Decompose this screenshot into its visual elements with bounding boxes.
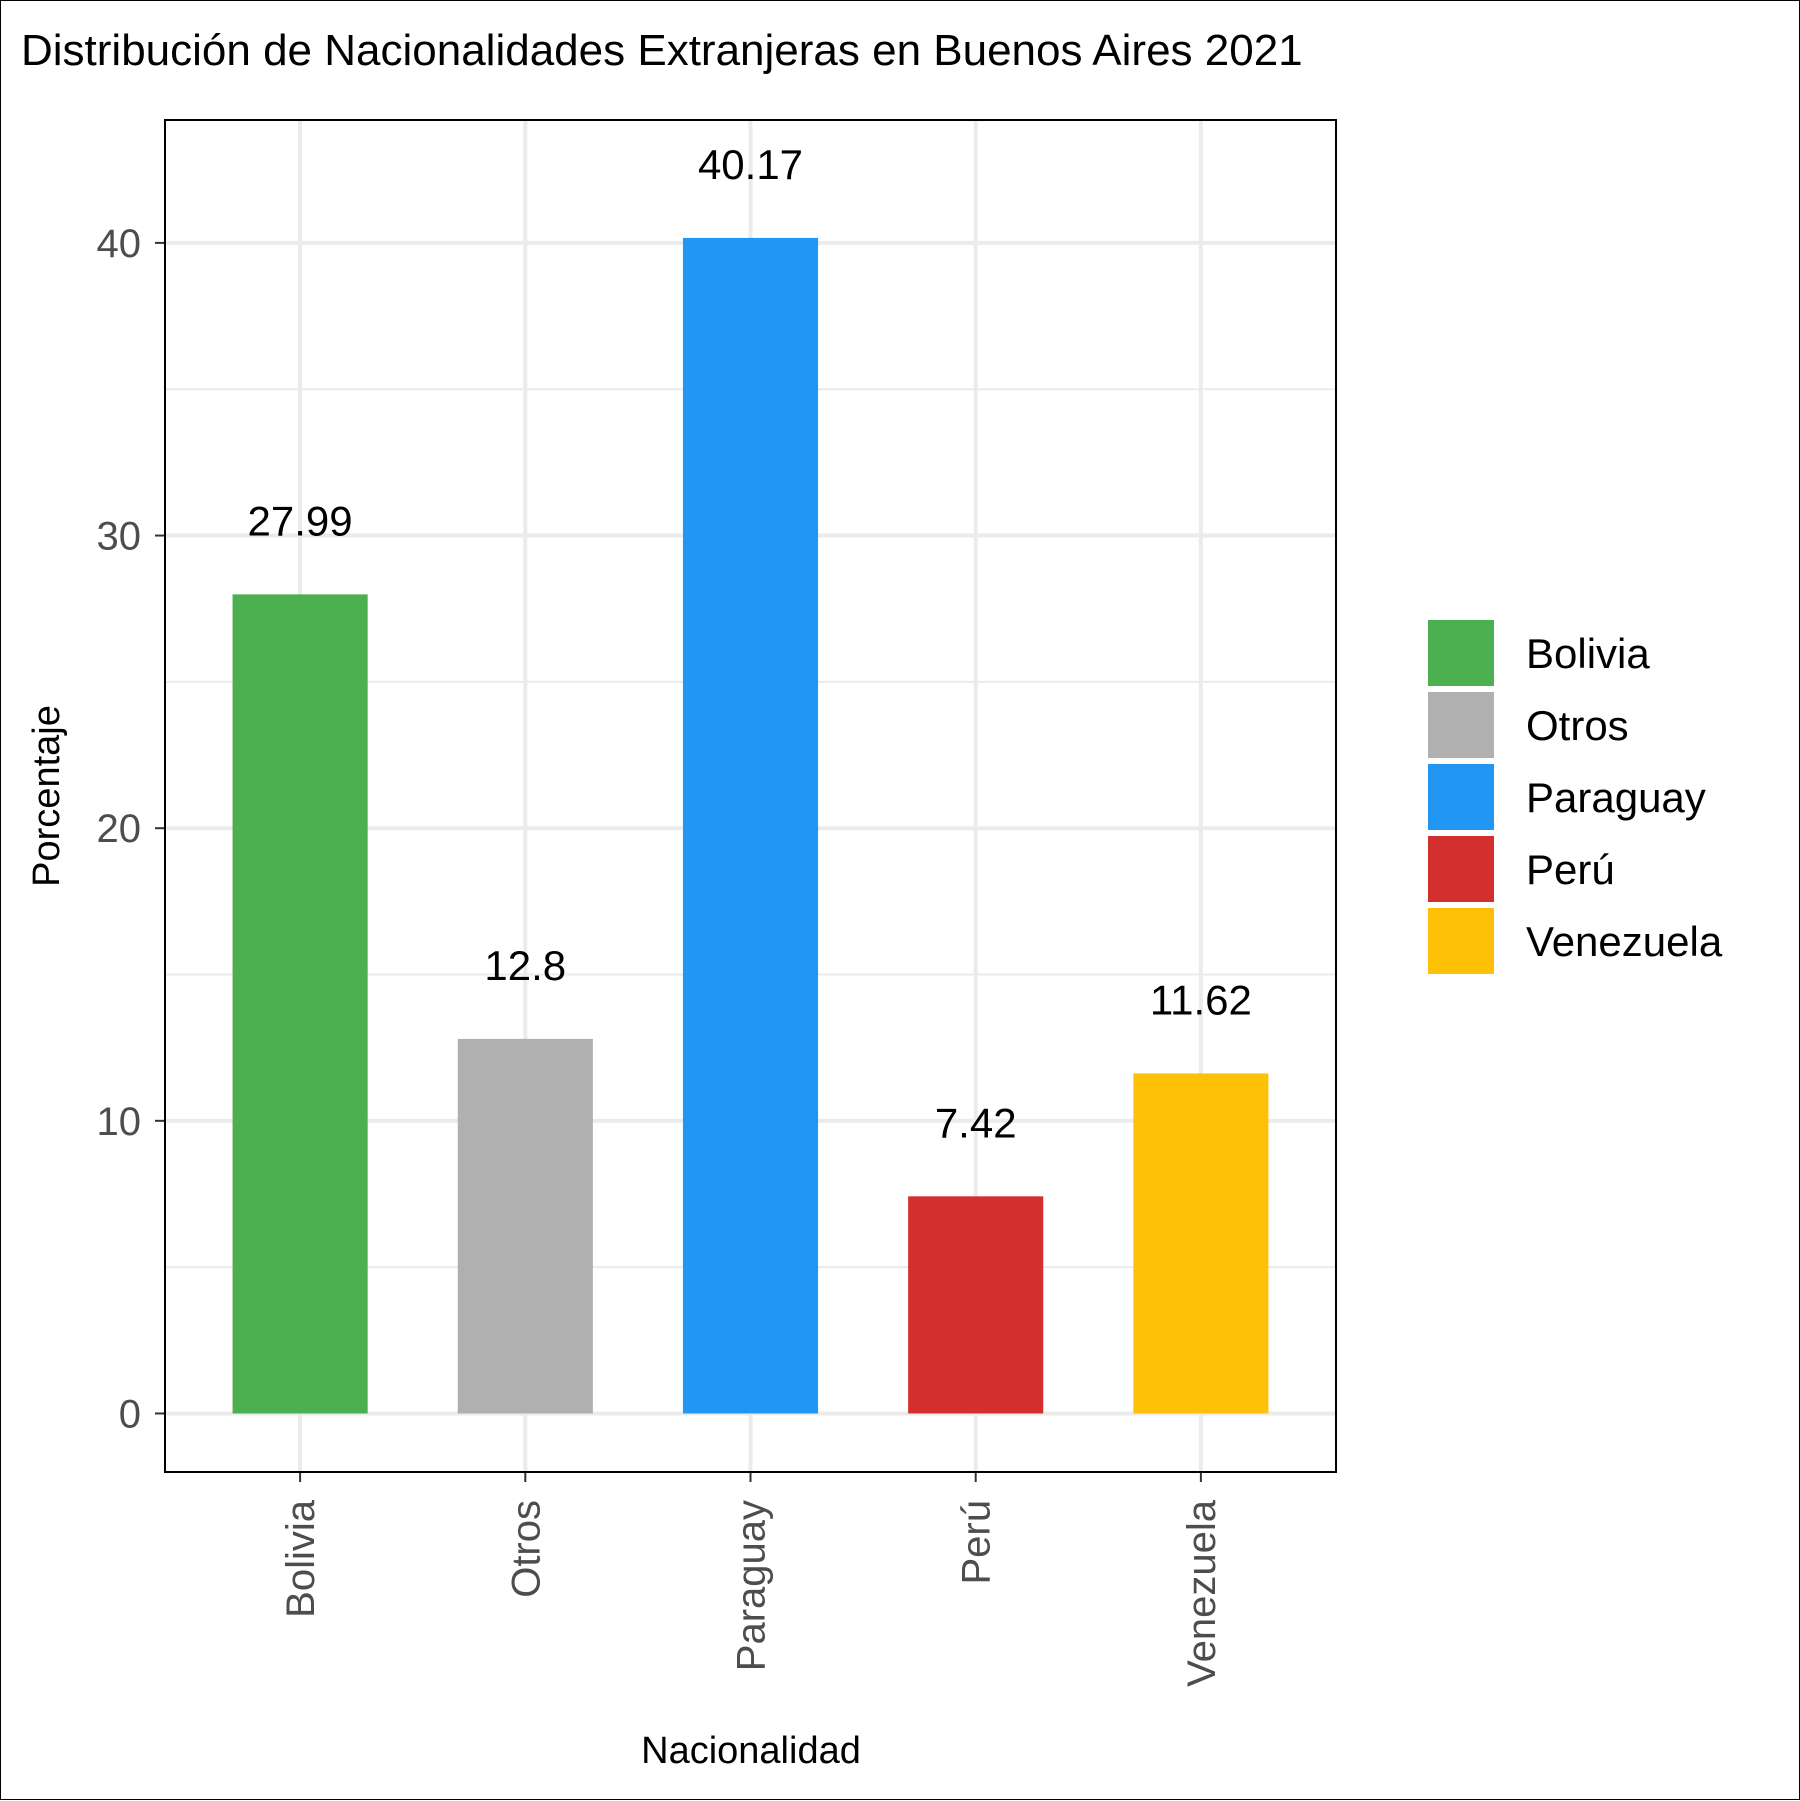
- legend-label: Otros: [1526, 702, 1629, 749]
- legend: Bolivia Otros Paraguay Perú Venezuela: [1428, 620, 1723, 974]
- legend-label: Bolivia: [1526, 630, 1650, 677]
- x-tick-label: Paraguay: [730, 1500, 774, 1671]
- x-axis-title: Nacionalidad: [641, 1730, 861, 1772]
- legend-key: [1428, 836, 1494, 902]
- bars: [232, 237, 1269, 1414]
- y-tick-label: 10: [97, 1100, 142, 1144]
- bar-venezuela: [1133, 1073, 1269, 1414]
- data-label-bolivia: 27.99: [248, 497, 353, 544]
- plot-panel-border: [164, 119, 1337, 1473]
- y-tick-label: 40: [97, 222, 142, 266]
- legend-key: [1428, 692, 1494, 758]
- data-label-paraguay: 40.17: [698, 141, 803, 188]
- x-tick-label: Bolivia: [279, 1499, 323, 1618]
- data-label-otros: 12.8: [484, 942, 566, 989]
- legend-key: [1428, 764, 1494, 830]
- data-label-venezuela: 11.62: [1150, 976, 1252, 1023]
- y-tick-label: 30: [97, 515, 142, 559]
- legend-key: [1428, 908, 1494, 974]
- legend-label: Paraguay: [1526, 774, 1706, 821]
- y-axis-title: Porcentaje: [26, 705, 68, 887]
- data-labels: 27.99 12.8 40.17 7.42 11.62: [248, 141, 1252, 1146]
- data-label-peru: 7.42: [935, 1099, 1017, 1146]
- chart-title: Distribución de Nacionalidades Extranjer…: [21, 26, 1303, 75]
- x-tick-label: Venezuela: [1180, 1499, 1224, 1687]
- x-tick-label: Perú: [955, 1500, 999, 1585]
- y-tick-label: 0: [119, 1392, 141, 1436]
- bar-otros: [457, 1038, 593, 1414]
- legend-label: Perú: [1526, 846, 1615, 893]
- x-axis-ticks: Bolivia Otros Paraguay Perú Venezuela: [279, 1472, 1224, 1687]
- y-tick-label: 20: [97, 807, 142, 851]
- y-axis-ticks: 0 10 20 30 40: [97, 222, 165, 1436]
- legend-key: [1428, 620, 1494, 686]
- x-tick-label: Otros: [504, 1500, 548, 1598]
- legend-label: Venezuela: [1526, 918, 1723, 965]
- bar-bolivia: [232, 594, 368, 1414]
- bar-peru: [908, 1196, 1044, 1414]
- bar-paraguay: [682, 237, 819, 1414]
